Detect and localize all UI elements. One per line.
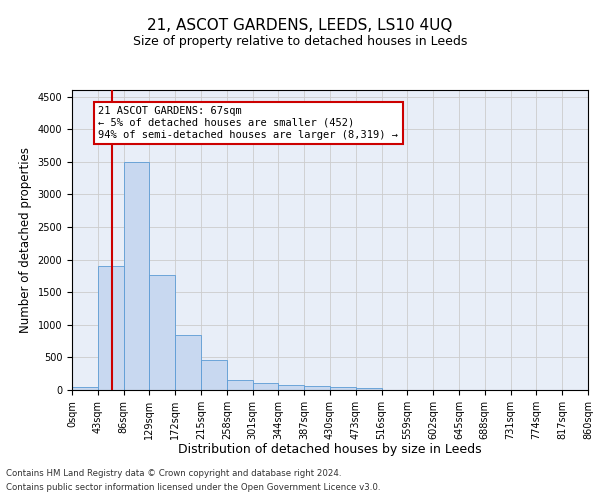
Text: 21, ASCOT GARDENS, LEEDS, LS10 4UQ: 21, ASCOT GARDENS, LEEDS, LS10 4UQ [148,18,452,32]
Bar [175,335,201,390]
Bar [304,386,330,390]
Bar [149,275,175,390]
Bar [356,388,382,390]
Bar [330,387,356,390]
Bar [253,384,278,390]
Bar [124,162,149,390]
Bar [278,386,304,390]
Bar [72,386,98,390]
Text: Size of property relative to detached houses in Leeds: Size of property relative to detached ho… [133,35,467,48]
Text: 21 ASCOT GARDENS: 67sqm
← 5% of detached houses are smaller (452)
94% of semi-de: 21 ASCOT GARDENS: 67sqm ← 5% of detached… [98,106,398,140]
Bar [98,266,124,390]
Y-axis label: Number of detached properties: Number of detached properties [19,147,32,333]
Text: Contains HM Land Registry data © Crown copyright and database right 2024.: Contains HM Land Registry data © Crown c… [6,468,341,477]
Bar [201,360,227,390]
Text: Contains public sector information licensed under the Open Government Licence v3: Contains public sector information licen… [6,484,380,492]
Bar [227,380,253,390]
Text: Distribution of detached houses by size in Leeds: Distribution of detached houses by size … [178,442,482,456]
